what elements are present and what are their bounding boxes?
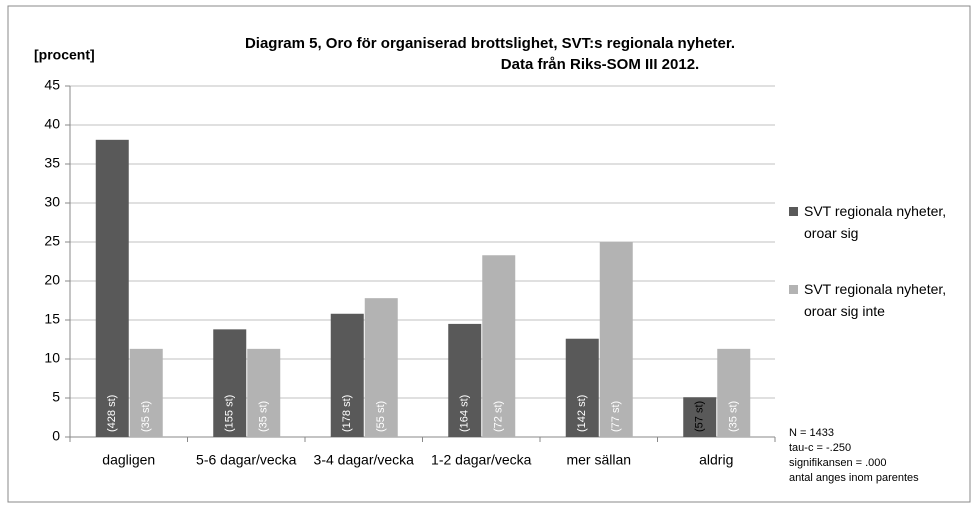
- y-tick-label: 0: [52, 428, 60, 444]
- x-tick-label: 5-6 dagar/vecka: [196, 452, 297, 468]
- bar: [364, 298, 398, 437]
- bar: [95, 139, 129, 437]
- bar-note: (77 st): [610, 401, 622, 432]
- bar-note: (428 st): [106, 395, 118, 432]
- legend-label: SVT regionala nyheter, oroar sig inte: [804, 281, 946, 319]
- y-tick-label: 5: [52, 389, 60, 405]
- bar: [129, 348, 163, 437]
- bar: [717, 348, 751, 437]
- bar: [482, 255, 516, 437]
- bar-note: (55 st): [375, 401, 387, 432]
- legend-swatch: [789, 285, 798, 294]
- y-tick-label: 15: [44, 311, 60, 327]
- bar-note: (35 st): [728, 401, 740, 432]
- bar-note: (72 st): [493, 401, 505, 432]
- bar: [247, 348, 281, 437]
- x-tick-label: aldrig: [699, 452, 733, 468]
- bar: [599, 242, 633, 437]
- chart-title: Diagram 5, Oro för organiserad brottslig…: [245, 35, 735, 52]
- bar-note: (57 st): [694, 401, 706, 432]
- note: antal anges inom parentes: [789, 472, 919, 484]
- bar: [683, 397, 717, 437]
- bar-note: (35 st): [258, 401, 270, 432]
- note: tau-c = -.250: [789, 442, 851, 454]
- legend-label: SVT regionala nyheter, oroar sig: [804, 203, 946, 241]
- x-tick-label: mer sällan: [566, 452, 631, 468]
- note: N = 1433: [789, 427, 834, 439]
- y-tick-label: 20: [44, 272, 60, 288]
- y-tick-label: 25: [44, 233, 60, 249]
- y-tick-label: 30: [44, 194, 60, 210]
- legend-swatch: [789, 207, 798, 216]
- x-tick-label: dagligen: [102, 452, 155, 468]
- note: signifikansen = .000: [789, 457, 887, 469]
- bar-note: (178 st): [341, 395, 353, 432]
- bar-note: (155 st): [224, 395, 236, 432]
- y-axis-label: [procent]: [34, 47, 95, 63]
- bar: [565, 338, 599, 437]
- y-tick-label: 40: [44, 116, 60, 132]
- bar: [448, 323, 482, 437]
- x-tick-label: 3-4 dagar/vecka: [314, 452, 415, 468]
- y-tick-label: 10: [44, 350, 60, 366]
- y-tick-label: 45: [44, 77, 60, 93]
- x-tick-label: 1-2 dagar/vecka: [431, 452, 532, 468]
- chart-subtitle: Data från Riks-SOM III 2012.: [501, 56, 699, 73]
- y-tick-label: 35: [44, 155, 60, 171]
- bar-note: (35 st): [140, 401, 152, 432]
- bar-note: (142 st): [576, 395, 588, 432]
- bar: [213, 329, 247, 437]
- bar-note: (164 st): [459, 395, 471, 432]
- bar: [330, 313, 364, 437]
